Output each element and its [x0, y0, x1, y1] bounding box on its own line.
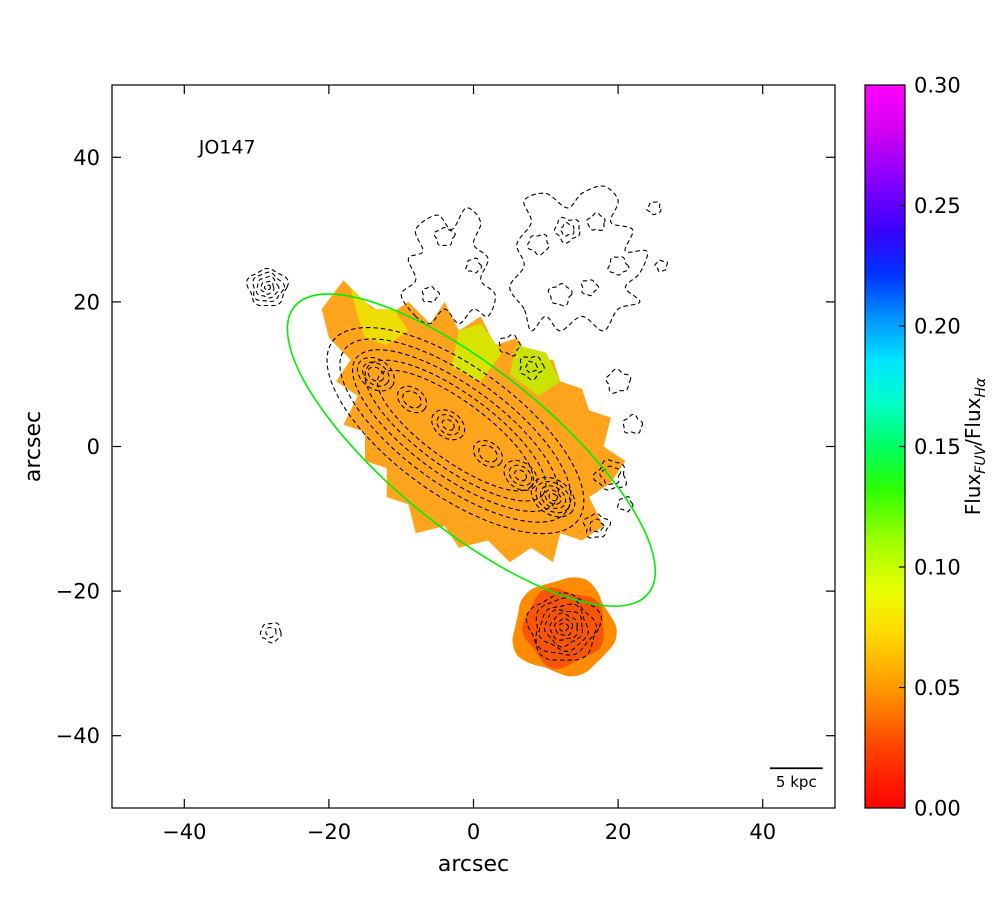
x-axis-label: arcsec: [438, 852, 509, 877]
small-contour: [580, 279, 600, 297]
compact-source-contour: [255, 275, 280, 299]
disk-peak-contour: [544, 489, 562, 505]
small-contour: [622, 413, 644, 435]
south-blob-contour: [538, 603, 589, 652]
south-blob-inner-fill: [522, 587, 604, 670]
south-blob-contour: [525, 592, 602, 661]
small-contour: [547, 283, 573, 307]
y-tick-label: 0: [87, 435, 100, 459]
tiny-source-contour: [265, 626, 277, 639]
galaxy-name-label: JO147: [198, 137, 256, 159]
tail-contour: [509, 185, 649, 332]
disk-yellow-patch: [451, 323, 503, 382]
disk-peak-contour: [530, 476, 576, 518]
small-contour: [524, 360, 539, 374]
small-contour: [654, 259, 668, 273]
colorbar-tick-label: 0.00: [914, 797, 961, 821]
small-contour: [519, 355, 545, 381]
small-contour: [553, 216, 581, 244]
tiny-source-contour: [259, 622, 282, 644]
x-tick-label: 20: [605, 820, 632, 844]
disk-contour: [352, 349, 559, 512]
colorbar-label-part: Hα: [973, 377, 989, 398]
y-tick-label: 20: [73, 290, 100, 314]
y-axis-label: arcsec: [21, 411, 46, 482]
colorbar-label: FluxFUV/FluxHα: [961, 377, 989, 515]
small-contour: [526, 233, 550, 256]
disk-peak-contour: [535, 481, 571, 514]
disk-peak-contour: [472, 440, 504, 468]
disk-peak-contour: [396, 385, 428, 414]
small-contour: [592, 459, 627, 491]
disk-peak-contour: [431, 409, 466, 441]
y-tick-label: −40: [56, 724, 100, 748]
small-contour: [605, 368, 632, 394]
y-tick-label: 40: [73, 146, 100, 170]
disk-peak-contour: [478, 444, 498, 463]
small-contour: [498, 334, 521, 357]
south-blob-contour: [554, 617, 574, 637]
compact-source-contour: [263, 284, 271, 292]
disk-peak-contour: [367, 366, 385, 382]
x-tick-label: −20: [307, 820, 351, 844]
colorbar-tick-label: 0.10: [914, 556, 961, 580]
disk-peak-contour: [514, 469, 527, 482]
disk-peak-contour: [548, 492, 558, 502]
disk-peak-contour: [402, 390, 422, 409]
disk-peak-contour: [362, 361, 390, 387]
compact-source-contour: [252, 271, 285, 303]
disk-yellow-patch: [350, 287, 409, 346]
disk-contour: [364, 359, 547, 502]
small-contour: [617, 496, 634, 513]
x-tick-label: −40: [162, 820, 206, 844]
small-contour: [607, 256, 630, 276]
colorbar-tick-label: 0.05: [914, 676, 961, 700]
green-ellipse: [286, 293, 657, 607]
south-blob-contour: [543, 609, 583, 648]
colorbar-label-part: FUV: [973, 444, 989, 473]
disk-contour: [339, 338, 572, 523]
small-contour: [582, 513, 612, 539]
colorbar-gradient: [864, 84, 906, 809]
small-contour: [465, 257, 483, 274]
south-blob-contour: [559, 622, 570, 633]
small-contour: [433, 227, 456, 247]
y-tick-label: −20: [56, 580, 100, 604]
tail-contour: [400, 207, 496, 325]
x-tick-label: 40: [749, 820, 776, 844]
small-contour: [586, 212, 606, 231]
compact-source-contour: [259, 280, 275, 295]
disk-peak-contour: [508, 464, 533, 487]
disk-peak-contour: [441, 418, 455, 431]
disk-contour: [376, 369, 534, 492]
colorbar-tick-label: 0.30: [914, 74, 961, 98]
south-blob-contour: [535, 596, 598, 656]
small-contour: [599, 465, 622, 486]
colorbar-tick-label: 0.20: [914, 315, 961, 339]
disk-contour: [326, 327, 585, 535]
x-tick-label: 0: [467, 820, 480, 844]
scalebar-label: 5 kpc: [776, 773, 817, 791]
compact-source-contour: [245, 267, 289, 307]
south-blob-contour: [549, 612, 578, 641]
small-contour: [421, 285, 440, 303]
disk-peak-contour: [356, 356, 395, 392]
plot-area: 5 kpc: [245, 185, 823, 791]
colorbar-tick-label: 0.25: [914, 194, 961, 218]
colorbar-label-part: /Flux: [961, 397, 985, 445]
disk-peak-contour: [503, 459, 538, 491]
colorbar-tick-label: 0.15: [914, 435, 961, 459]
contour-layer: [245, 185, 668, 661]
colorbar-label-part: Flux: [961, 474, 985, 516]
